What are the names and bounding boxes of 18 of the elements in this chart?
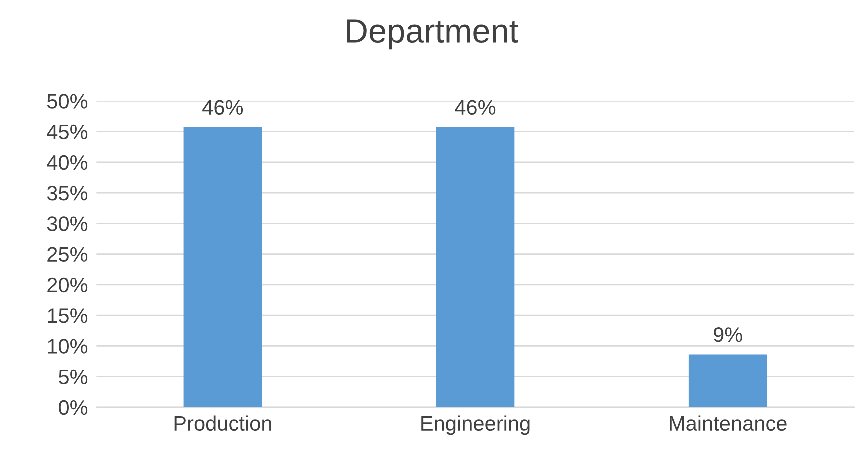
- y-tick-label: 30%: [47, 216, 88, 232]
- data-label: 46%: [202, 100, 244, 116]
- x-tick-label: Maintenance: [670, 416, 787, 432]
- y-tick-label: 50%: [47, 94, 88, 109]
- x-tick-label: Engineering: [422, 416, 530, 436]
- y-tick-label: 0%: [59, 400, 88, 416]
- chart-title: Department: [347, 20, 518, 50]
- y-tick-label: 40%: [47, 155, 88, 170]
- y-tick-label: 45%: [47, 124, 88, 140]
- y-tick-label: 25%: [48, 247, 88, 262]
- y-tick-label: 20%: [48, 278, 88, 293]
- y-tick-label: 35%: [47, 186, 88, 201]
- y-tick-label: 5%: [59, 370, 88, 385]
- y-tick-label: 15%: [48, 308, 88, 324]
- data-label: 9%: [714, 328, 742, 342]
- y-tick-label: 10%: [48, 339, 88, 354]
- x-tick-label: Production: [174, 416, 272, 432]
- data-label: 46%: [455, 100, 496, 116]
